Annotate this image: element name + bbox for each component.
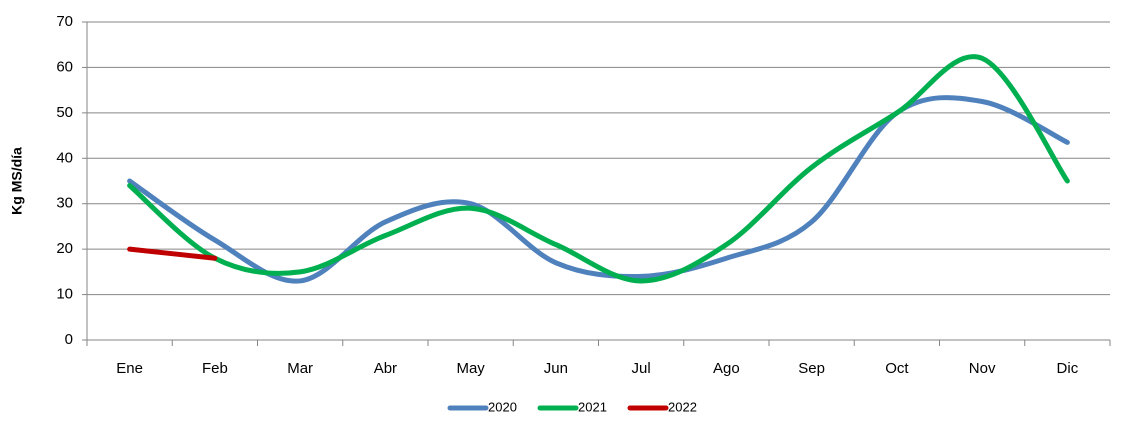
x-tick-label: Sep	[798, 360, 825, 377]
y-tick-label: 0	[65, 331, 73, 348]
y-tick-label: 70	[56, 13, 73, 30]
legend-label: 2022	[668, 399, 697, 414]
legend-label: 2021	[578, 399, 607, 414]
legend-label: 2020	[488, 399, 517, 414]
line-series	[127, 95, 1070, 284]
y-tick-label: 50	[56, 104, 73, 121]
line-series	[127, 246, 218, 261]
y-tick-label: 10	[56, 286, 73, 303]
x-tick-label: May	[456, 360, 485, 377]
x-tick-label: Ene	[116, 360, 143, 377]
x-tick-label: Feb	[202, 360, 228, 377]
y-tick-label: 20	[56, 240, 73, 257]
x-tick-label: Mar	[287, 360, 313, 377]
x-tick-label: Jun	[544, 360, 568, 377]
x-tick-label: Oct	[885, 360, 909, 377]
y-axis-title: Kg MS/día	[9, 147, 25, 215]
x-tick-label: Nov	[969, 360, 996, 377]
line-series	[127, 54, 1070, 284]
x-tick-label: Abr	[374, 360, 397, 377]
x-tick-label: Jul	[632, 360, 651, 377]
y-tick-label: 30	[56, 195, 73, 212]
y-tick-label: 40	[56, 149, 73, 166]
x-tick-label: Ago	[713, 360, 740, 377]
x-tick-label: Dic	[1057, 360, 1079, 377]
y-tick-label: 60	[56, 58, 73, 75]
